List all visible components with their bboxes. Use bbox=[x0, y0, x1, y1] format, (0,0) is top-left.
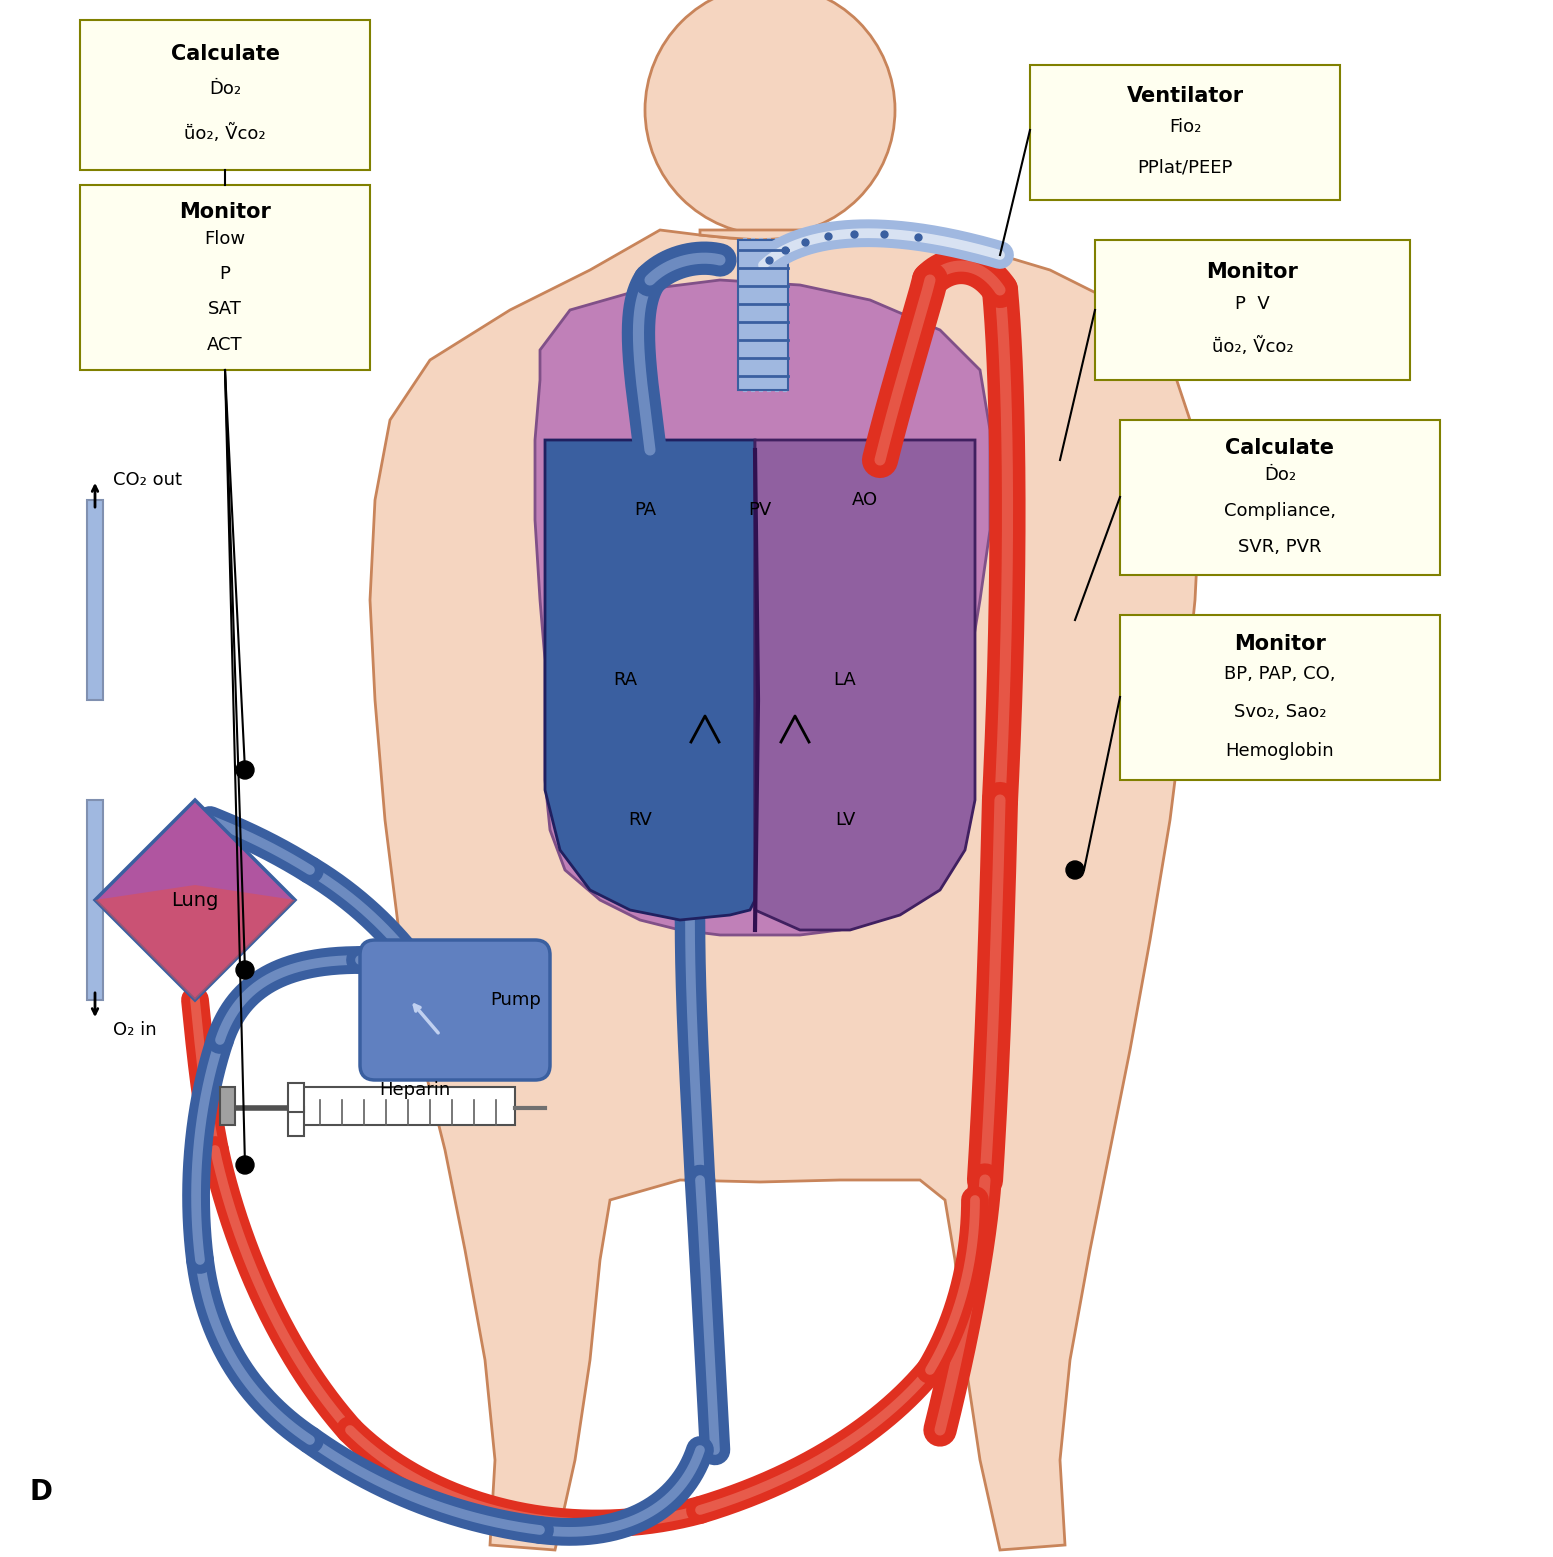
Text: Calculate: Calculate bbox=[171, 44, 280, 64]
Text: ACT: ACT bbox=[207, 336, 242, 353]
Circle shape bbox=[1065, 861, 1084, 880]
Text: Ventilator: Ventilator bbox=[1126, 86, 1244, 106]
FancyBboxPatch shape bbox=[81, 20, 370, 170]
Text: Compliance,: Compliance, bbox=[1224, 503, 1336, 520]
Circle shape bbox=[236, 1155, 255, 1174]
Text: RV: RV bbox=[627, 811, 652, 828]
Polygon shape bbox=[370, 230, 1200, 1551]
FancyBboxPatch shape bbox=[1120, 615, 1440, 780]
Text: Hemoglobin: Hemoglobin bbox=[1225, 741, 1334, 760]
Text: LA: LA bbox=[834, 671, 856, 690]
Text: BP, PAP, CO,: BP, PAP, CO, bbox=[1224, 665, 1336, 682]
Polygon shape bbox=[755, 441, 975, 930]
Text: Monitor: Monitor bbox=[1235, 634, 1326, 654]
Text: AO: AO bbox=[853, 490, 877, 509]
FancyBboxPatch shape bbox=[87, 500, 102, 701]
FancyBboxPatch shape bbox=[81, 185, 370, 371]
Text: PPlat/PEEP: PPlat/PEEP bbox=[1137, 159, 1233, 176]
FancyBboxPatch shape bbox=[295, 1087, 516, 1126]
FancyBboxPatch shape bbox=[221, 1087, 235, 1126]
FancyBboxPatch shape bbox=[287, 1107, 304, 1137]
Polygon shape bbox=[700, 230, 825, 240]
FancyBboxPatch shape bbox=[1030, 65, 1340, 199]
FancyBboxPatch shape bbox=[738, 240, 787, 389]
Text: P: P bbox=[219, 265, 230, 283]
FancyBboxPatch shape bbox=[360, 940, 550, 1081]
Polygon shape bbox=[545, 441, 755, 920]
Text: SAT: SAT bbox=[208, 301, 242, 319]
Circle shape bbox=[236, 961, 255, 979]
FancyBboxPatch shape bbox=[1120, 420, 1440, 575]
FancyBboxPatch shape bbox=[1095, 240, 1410, 380]
Text: Monitor: Monitor bbox=[1207, 262, 1298, 282]
Text: Lung: Lung bbox=[171, 891, 219, 909]
Text: Pump: Pump bbox=[491, 990, 540, 1009]
Text: Svo₂, Sao₂: Svo₂, Sao₂ bbox=[1233, 704, 1326, 721]
Text: Ḋo₂: Ḋo₂ bbox=[210, 79, 241, 98]
Text: Heparin: Heparin bbox=[379, 1081, 450, 1099]
Polygon shape bbox=[95, 884, 295, 1000]
Text: PV: PV bbox=[749, 501, 772, 518]
Polygon shape bbox=[534, 280, 989, 936]
Text: ṻo₂, Ṽco₂: ṻo₂, Ṽco₂ bbox=[1211, 336, 1294, 355]
Text: O₂ in: O₂ in bbox=[113, 1021, 157, 1039]
Text: Ḋo₂: Ḋo₂ bbox=[1264, 466, 1297, 484]
Text: CO₂ out: CO₂ out bbox=[113, 472, 182, 489]
Text: Monitor: Monitor bbox=[179, 202, 270, 223]
Circle shape bbox=[644, 0, 895, 235]
Circle shape bbox=[236, 761, 255, 778]
Text: Calculate: Calculate bbox=[1225, 438, 1334, 458]
FancyBboxPatch shape bbox=[87, 800, 102, 1000]
Text: LV: LV bbox=[836, 811, 856, 828]
Text: Fio₂: Fio₂ bbox=[1169, 118, 1200, 135]
Text: ṻo₂, Ṽco₂: ṻo₂, Ṽco₂ bbox=[185, 125, 266, 143]
Text: RA: RA bbox=[613, 671, 637, 690]
Text: D: D bbox=[30, 1478, 53, 1506]
Text: Flow: Flow bbox=[205, 230, 245, 248]
FancyBboxPatch shape bbox=[287, 1084, 304, 1112]
Text: P  V: P V bbox=[1235, 294, 1270, 313]
Polygon shape bbox=[95, 800, 295, 1000]
Text: SVR, PVR: SVR, PVR bbox=[1238, 539, 1322, 556]
Text: PA: PA bbox=[634, 501, 655, 518]
